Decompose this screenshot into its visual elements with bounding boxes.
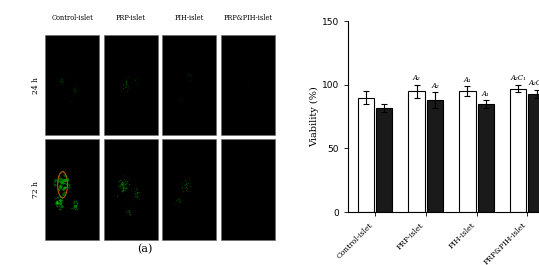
Bar (162, 139, 216, 240)
Bar (220, 139, 275, 240)
Bar (220, 35, 275, 135)
Bar (376, 108, 392, 212)
Text: A₂: A₂ (431, 82, 439, 90)
Bar (45, 139, 99, 240)
Text: PRP&PIH-islet: PRP&PIH-islet (223, 14, 272, 22)
Text: A₂C₁: A₂C₁ (510, 74, 526, 82)
Bar (427, 100, 443, 212)
Text: A₂: A₂ (413, 74, 420, 82)
Bar (103, 35, 158, 135)
Text: 24 h: 24 h (32, 77, 40, 94)
Bar (528, 94, 539, 212)
Bar (103, 139, 158, 240)
Text: PRP-islet: PRP-islet (116, 14, 146, 22)
Text: PIH-islet: PIH-islet (175, 14, 204, 22)
Text: A₂C₁: A₂C₁ (529, 79, 539, 87)
Bar (409, 91, 425, 212)
Bar (510, 89, 527, 212)
Y-axis label: Viability (%): Viability (%) (310, 86, 319, 147)
Bar (459, 91, 475, 212)
Bar (162, 35, 216, 135)
Text: Control-islet: Control-islet (51, 14, 93, 22)
Bar (478, 104, 494, 212)
Text: (a): (a) (137, 244, 153, 255)
Text: 72 h: 72 h (32, 181, 40, 198)
Bar (358, 98, 374, 212)
Text: A₁: A₁ (464, 76, 471, 83)
Bar (45, 35, 99, 135)
Text: A₁: A₁ (482, 90, 489, 98)
